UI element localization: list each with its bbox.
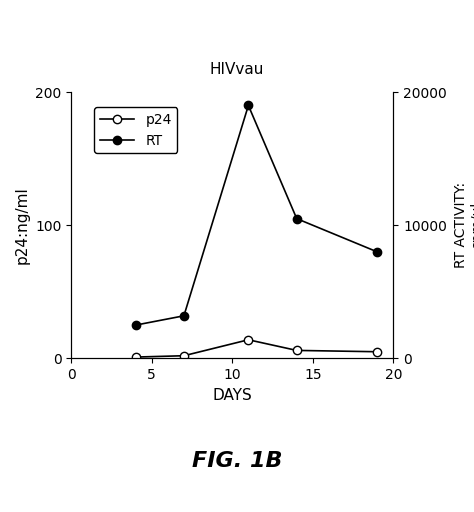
RT	[294, 216, 300, 222]
Legend: p24, RT: p24, RT	[94, 107, 177, 153]
RT	[181, 313, 187, 319]
Text: FIG. 1B: FIG. 1B	[192, 451, 282, 471]
Line: RT: RT	[131, 101, 382, 329]
RT	[374, 249, 380, 255]
p24	[294, 347, 300, 353]
Line: p24: p24	[131, 335, 382, 361]
Y-axis label: p24:ng/ml: p24:ng/ml	[14, 186, 29, 264]
p24	[181, 353, 187, 359]
RT	[246, 102, 251, 109]
RT	[133, 322, 138, 328]
p24	[374, 349, 380, 355]
p24	[246, 337, 251, 343]
p24	[133, 354, 138, 360]
X-axis label: DAYS: DAYS	[212, 388, 252, 402]
Text: HIVvau: HIVvau	[210, 61, 264, 77]
Y-axis label: RT ACTIVITY:
cpm/μl: RT ACTIVITY: cpm/μl	[454, 182, 474, 268]
